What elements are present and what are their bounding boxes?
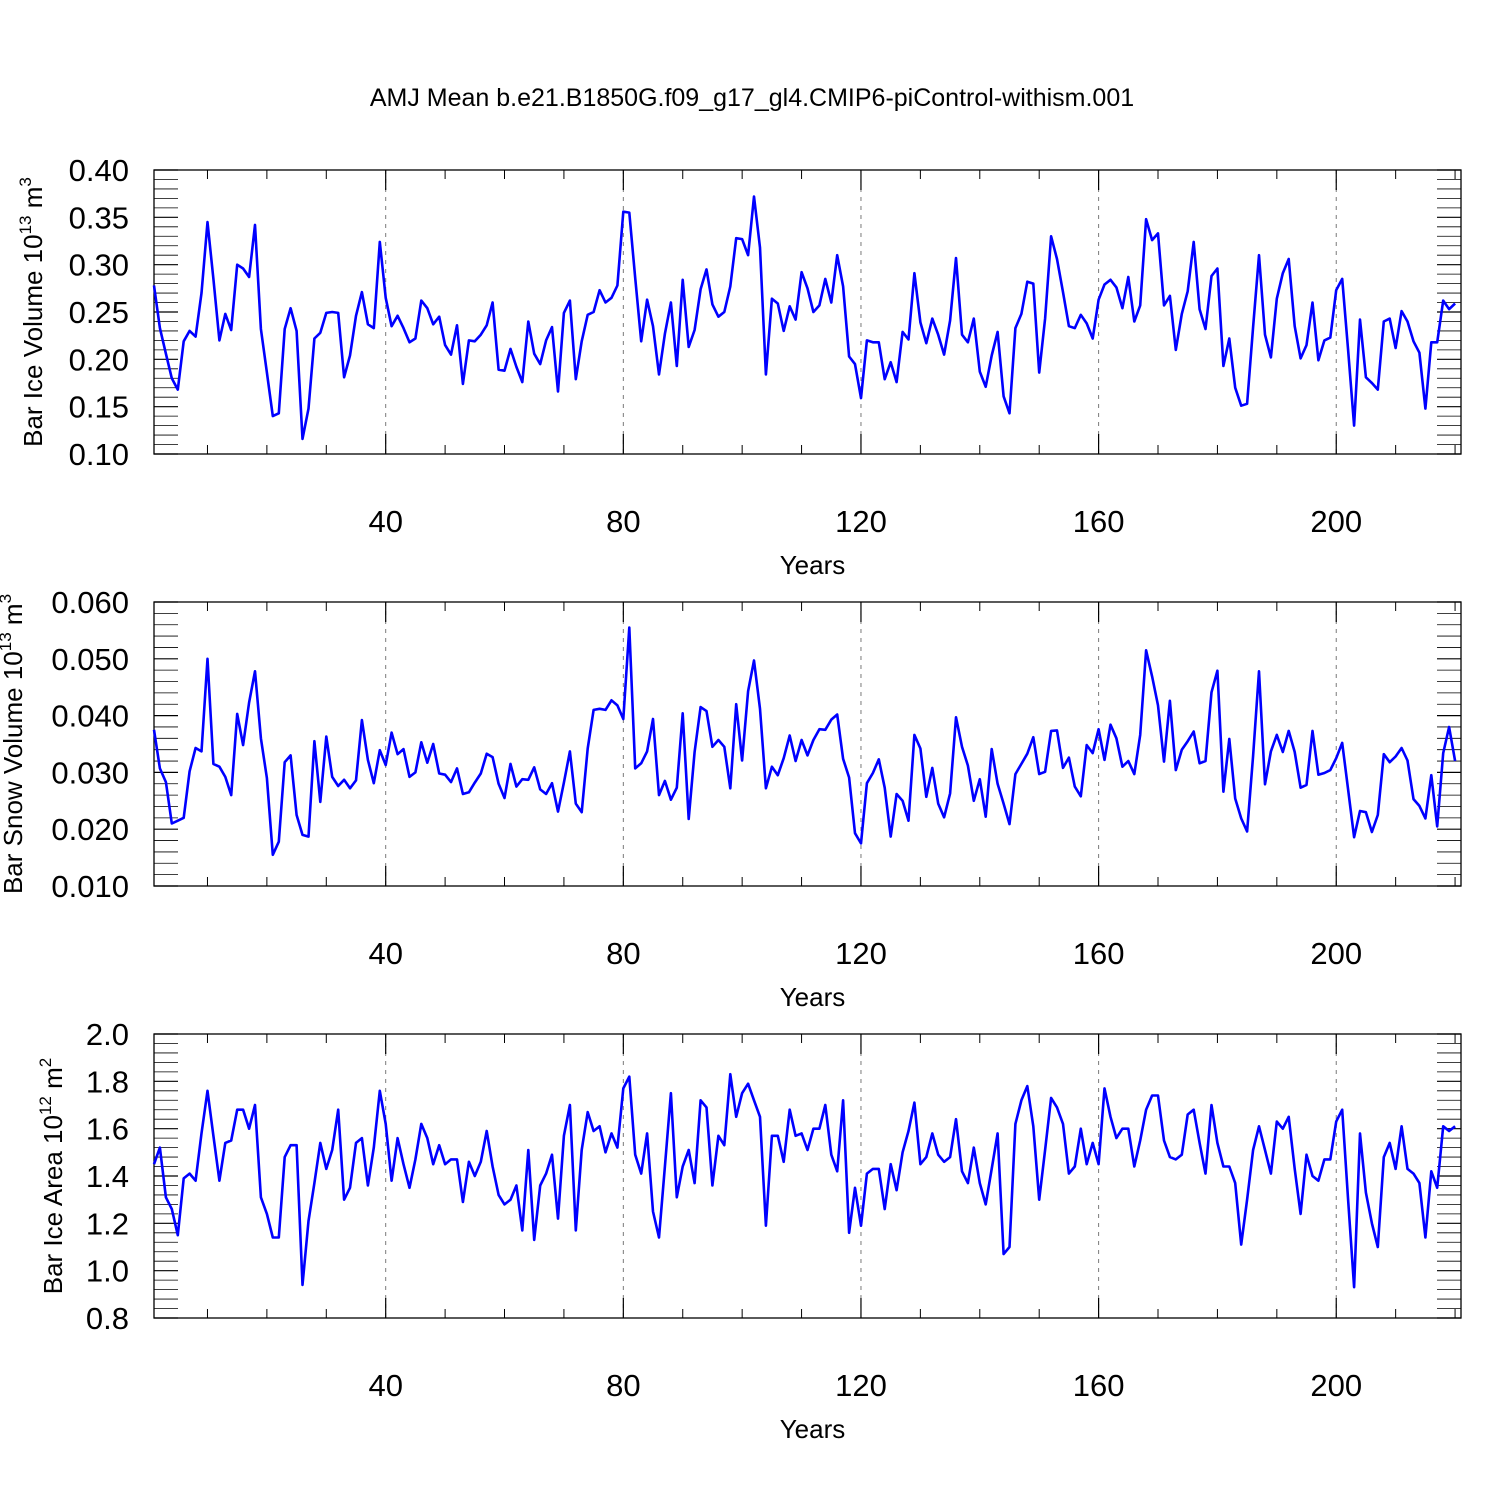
x-tick-label: 120	[835, 504, 887, 539]
y-axis-label: Bar Snow Volume 1013 m3	[0, 594, 28, 894]
series-line-ice-volume	[152, 195, 1456, 441]
y-tick-label: 0.10	[69, 437, 129, 472]
y-tick-label: 0.040	[51, 699, 129, 734]
y-tick-label: 0.020	[51, 812, 129, 847]
y-axis-label: Bar Ice Volume 1013 m3	[16, 177, 48, 447]
y-tick-label: 1.0	[86, 1254, 129, 1289]
x-tick-label: 120	[835, 1368, 887, 1403]
x-tick-label: 40	[368, 936, 402, 971]
y-tick-label: 2.0	[86, 1017, 129, 1052]
y-axis-label-unit: m	[38, 1067, 68, 1096]
x-tick-label: 160	[1073, 504, 1125, 539]
y-axis-label-exponent: 13	[16, 215, 35, 234]
chart-title: AMJ Mean b.e21.B1850G.f09_g17_gl4.CMIP6-…	[370, 84, 1134, 112]
x-tick-label: 160	[1073, 1368, 1125, 1403]
x-tick-label: 200	[1310, 1368, 1362, 1403]
y-tick-label: 0.8	[86, 1301, 129, 1336]
y-tick-label: 0.20	[69, 342, 129, 377]
plot-frame	[153, 1033, 1462, 1319]
plot-frame	[153, 601, 1462, 887]
plot-frame	[153, 169, 1462, 455]
x-tick-label: 200	[1310, 936, 1362, 971]
series-line-ice-area	[152, 1072, 1456, 1289]
panel-snow-volume: 40 80 120 160 200 0.010 0.020 0.030 0.040 0.050 0.…	[0, 585, 1462, 1012]
series-line-snow-volume	[152, 626, 1457, 857]
y-axis-label-unit: m	[0, 603, 28, 632]
y-tick-label: 0.15	[69, 390, 129, 425]
y-tick-label: 1.6	[86, 1112, 129, 1147]
y-axis-label-text: Bar Ice Volume 10	[18, 234, 48, 446]
y-tick-label: 0.030	[51, 755, 129, 790]
y-tick-label: 0.25	[69, 295, 129, 330]
y-tick-label: 1.2	[86, 1206, 129, 1241]
x-tick-label: 200	[1310, 504, 1362, 539]
y-tick-label: 0.40	[69, 153, 129, 188]
y-tick-label: 0.35	[69, 200, 129, 235]
x-tick-label: 80	[606, 504, 640, 539]
y-axis-label-unit-exponent: 3	[16, 177, 35, 186]
y-axis-label-exponent: 12	[36, 1096, 55, 1115]
y-tick-label: 0.050	[51, 642, 129, 677]
x-axis-label: Years	[780, 550, 846, 580]
panel-ice-area: 40 80 120 160 200 0.8 1.0 1.2 1.4 1.6 1.8 2.0 Years B…	[36, 1017, 1462, 1444]
x-tick-label: 40	[368, 504, 402, 539]
y-tick-label: 0.30	[69, 248, 129, 283]
y-tick-label: 0.010	[51, 869, 129, 904]
x-axis-label: Years	[780, 1414, 846, 1444]
x-tick-label: 80	[606, 936, 640, 971]
y-tick-label: 1.4	[86, 1159, 129, 1194]
x-tick-label: 120	[835, 936, 887, 971]
y-axis-label-exponent: 13	[0, 632, 15, 651]
y-axis-label: Bar Ice Area 1012 m2	[36, 1058, 68, 1295]
y-axis-label-unit-exponent: 3	[0, 594, 15, 603]
y-axis-label-text: Bar Snow Volume 10	[0, 651, 28, 894]
y-axis-label-unit-exponent: 2	[36, 1058, 55, 1067]
panel-ice-volume: 40 80 120 160 200 0.10 0.15 0.20 0.25 0.30 0.35 0.4…	[16, 153, 1462, 580]
x-axis-label: Years	[780, 982, 846, 1012]
y-tick-label: 0.060	[51, 585, 129, 620]
y-axis-label-unit: m	[18, 187, 48, 216]
y-axis-label-text: Bar Ice Area 10	[38, 1115, 68, 1294]
x-tick-label: 80	[606, 1368, 640, 1403]
y-tick-label: 1.8	[86, 1064, 129, 1099]
x-tick-label: 40	[368, 1368, 402, 1403]
x-tick-label: 160	[1073, 936, 1125, 971]
